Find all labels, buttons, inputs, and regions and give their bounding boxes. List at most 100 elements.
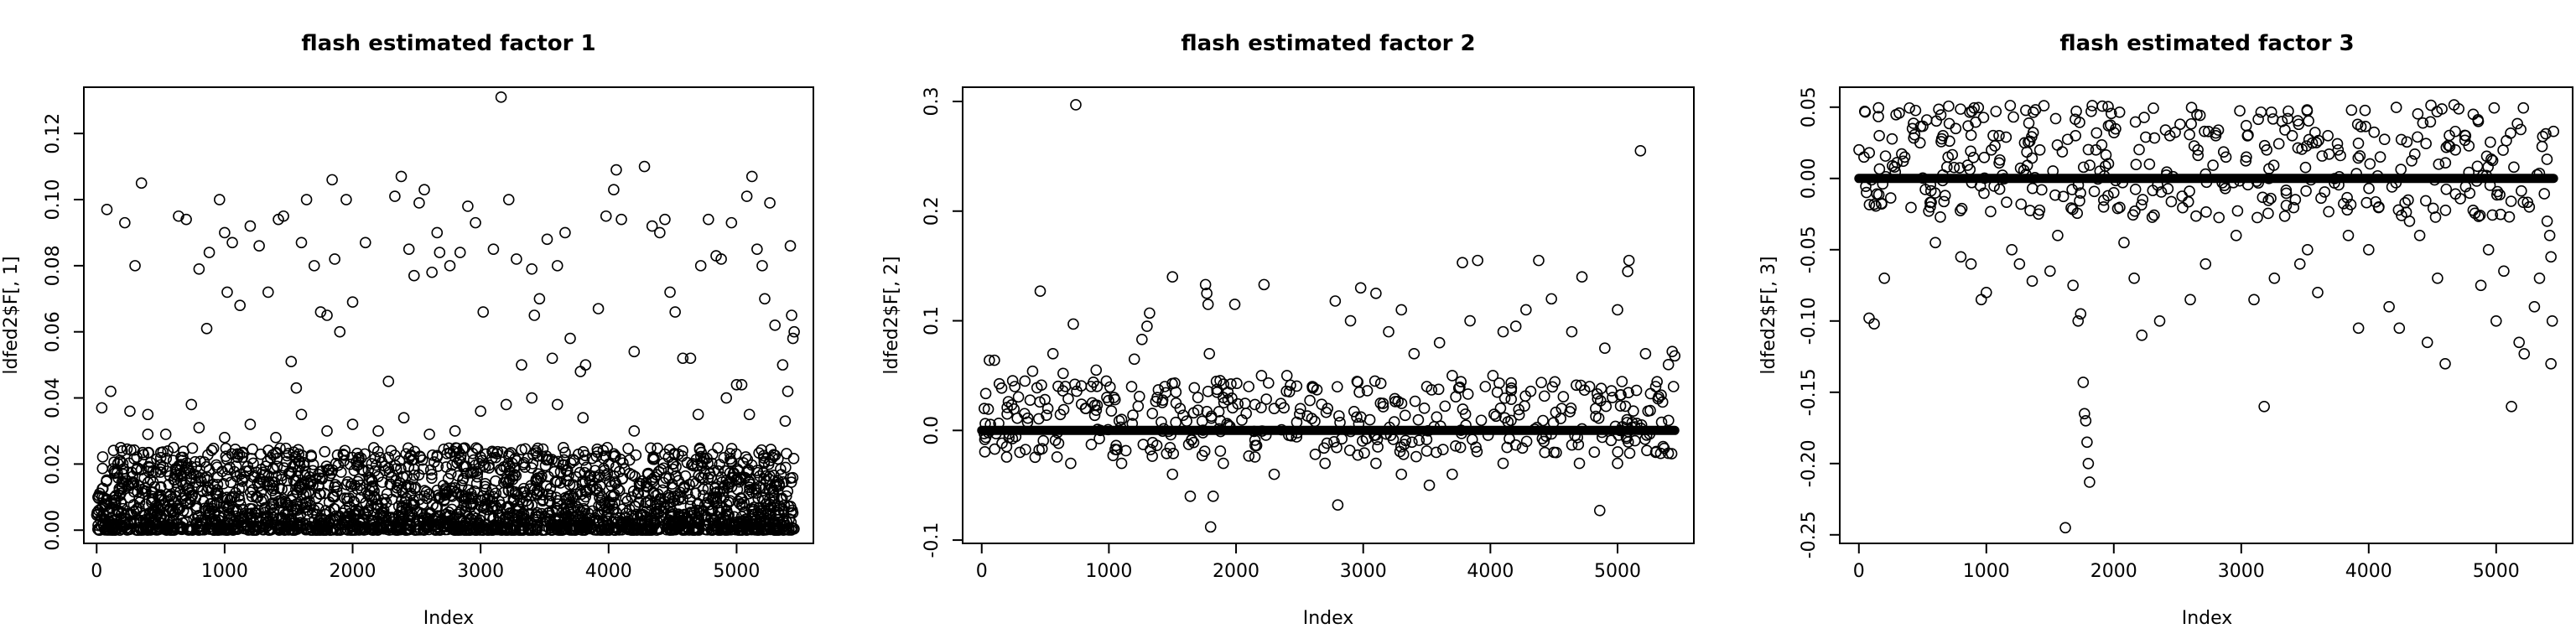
data-point	[2200, 205, 2212, 218]
data-point	[1146, 408, 1159, 419]
data-point	[2138, 112, 2150, 123]
data-point	[1859, 106, 1872, 118]
data-point	[554, 477, 567, 489]
data-point	[1571, 379, 1582, 392]
data-point	[143, 446, 155, 459]
data-point	[1383, 325, 1394, 338]
data-point	[459, 442, 471, 454]
data-point	[2517, 101, 2530, 114]
data-point	[2354, 150, 2366, 162]
data-point	[715, 253, 727, 265]
data-point	[457, 472, 470, 485]
data-point	[1395, 304, 1407, 316]
data-point	[1435, 420, 1446, 432]
y-tick-label: -0.05	[1799, 226, 1820, 273]
data-point	[1224, 420, 1236, 433]
data-point	[2258, 400, 2270, 413]
data-point	[390, 463, 402, 475]
data-point	[756, 444, 767, 456]
data-point	[669, 517, 682, 529]
data-point	[185, 398, 198, 411]
data-point	[2262, 195, 2275, 206]
data-point	[564, 522, 575, 535]
data-point	[360, 496, 371, 509]
data-point	[1372, 441, 1384, 453]
data-point	[477, 459, 490, 471]
data-point	[503, 474, 516, 486]
data-point	[773, 480, 786, 492]
data-point	[537, 443, 549, 455]
data-point	[1948, 161, 1961, 174]
data-point	[2160, 169, 2173, 181]
data-point	[1009, 381, 1021, 392]
data-point	[2316, 150, 2329, 162]
data-point	[1012, 391, 1025, 403]
data-point	[1955, 103, 1966, 115]
data-point	[174, 486, 186, 498]
data-point	[2065, 202, 2077, 214]
x-tick-label: 0	[91, 561, 102, 582]
data-point	[2278, 210, 2291, 222]
data-point	[720, 518, 733, 530]
data-point	[487, 446, 500, 459]
data-point	[2072, 179, 2085, 191]
data-point	[740, 190, 753, 202]
data-point	[714, 506, 727, 518]
data-point	[335, 466, 347, 478]
data-point	[2283, 105, 2294, 117]
data-point	[159, 428, 172, 440]
data-point	[2477, 169, 2489, 182]
data-point	[1906, 122, 1919, 135]
data-point	[226, 448, 238, 460]
data-point	[1166, 271, 1179, 283]
data-point	[995, 382, 1008, 394]
data-point	[2001, 196, 2012, 208]
data-point	[2165, 195, 2178, 208]
data-point	[2192, 149, 2205, 162]
data-point	[1104, 381, 1116, 393]
data-point	[533, 293, 546, 305]
data-point	[782, 486, 794, 497]
data-point	[615, 454, 626, 465]
data-point	[440, 461, 452, 473]
data-point	[247, 471, 259, 483]
data-point	[471, 467, 484, 480]
data-point	[522, 499, 534, 511]
data-point	[1555, 402, 1568, 414]
data-point	[787, 452, 800, 465]
data-point	[1420, 445, 1433, 457]
data-point	[383, 466, 396, 478]
x-axis-label: Index	[1303, 608, 1354, 629]
data-point	[431, 226, 444, 239]
data-point	[725, 216, 738, 229]
data-point	[701, 452, 713, 465]
data-point	[2518, 348, 2531, 360]
data-point	[1605, 385, 1618, 397]
data-point	[129, 260, 141, 272]
data-point	[1420, 381, 1433, 392]
data-point	[190, 476, 202, 488]
data-point	[2108, 187, 2120, 199]
data-point	[2392, 204, 2405, 216]
data-point	[193, 510, 205, 522]
data-point	[2118, 236, 2130, 249]
data-point	[2421, 336, 2433, 349]
data-point	[1374, 377, 1387, 390]
dense-points	[91, 441, 800, 537]
data-point	[1662, 447, 1675, 460]
data-point	[2288, 201, 2300, 214]
data-point	[519, 443, 532, 455]
data-point	[247, 484, 259, 496]
data-point	[1260, 393, 1272, 405]
data-point	[255, 495, 267, 507]
data-point	[686, 459, 698, 471]
data-point	[2240, 155, 2252, 167]
data-point	[2081, 436, 2093, 449]
data-point	[160, 452, 173, 465]
data-point	[1051, 451, 1063, 463]
data-point	[334, 325, 346, 338]
y-tick-label: 0.08	[43, 245, 64, 286]
data-point	[2402, 194, 2414, 206]
data-point	[497, 486, 510, 499]
